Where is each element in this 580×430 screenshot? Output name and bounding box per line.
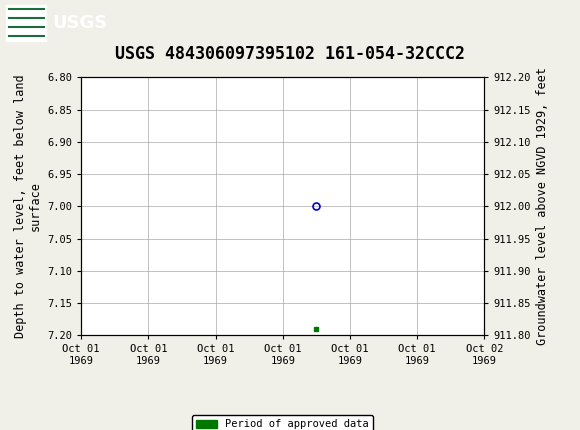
Text: USGS 484306097395102 161-054-32CCC2: USGS 484306097395102 161-054-32CCC2 — [115, 45, 465, 63]
Text: USGS: USGS — [52, 14, 107, 31]
FancyBboxPatch shape — [6, 4, 46, 41]
Y-axis label: Depth to water level, feet below land
surface: Depth to water level, feet below land su… — [13, 74, 42, 338]
Y-axis label: Groundwater level above NGVD 1929, feet: Groundwater level above NGVD 1929, feet — [536, 68, 549, 345]
Legend: Period of approved data: Period of approved data — [192, 415, 374, 430]
